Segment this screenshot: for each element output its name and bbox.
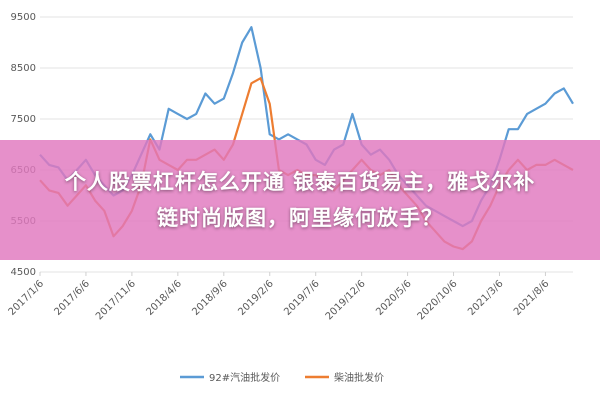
y-tick-label: 9500	[11, 12, 36, 23]
y-tick-label: 4500	[11, 267, 36, 278]
overlay-line: 个人股票杠杆怎么开通 银泰百货易主，雅戈尔补	[64, 170, 536, 194]
overlay-line: 链时尚版图，阿里缘何放手？	[157, 206, 443, 230]
x-tick-label: 2021/3/6	[466, 278, 506, 318]
overlay-banner: 个人股票杠杆怎么开通 银泰百货易主，雅戈尔补 链时尚版图，阿里缘何放手？	[0, 140, 600, 260]
x-tick-label: 2017/1/6	[7, 278, 47, 318]
x-tick-label: 2018/4/6	[144, 278, 184, 318]
x-tick-label: 2018/9/6	[190, 278, 230, 318]
legend-label: 柴油批发价	[334, 371, 384, 384]
y-tick-label: 8500	[11, 63, 36, 74]
y-tick-label: 7500	[11, 114, 36, 125]
x-tick-label: 2020/10/6	[416, 278, 460, 322]
x-tick-label: 2020/5/6	[374, 278, 414, 318]
x-tick-label: 2017/11/6	[94, 278, 138, 322]
x-tick-label: 2021/8/6	[512, 278, 552, 318]
x-tick-label: 2019/7/6	[282, 278, 322, 318]
legend-label: 92#汽油批发价	[209, 371, 280, 384]
x-tick-label: 2019/12/6	[324, 278, 368, 322]
x-tick-label: 2017/6/6	[53, 278, 93, 318]
x-tick-label: 2019/2/6	[236, 278, 276, 318]
